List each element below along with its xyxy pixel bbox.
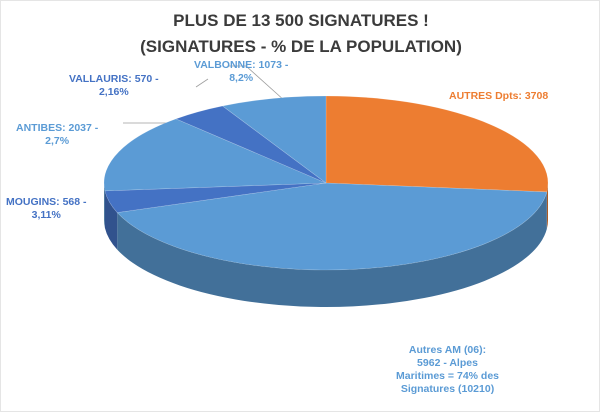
pie-side-autres-am: [117, 191, 547, 307]
slice-label-valbonne: VALBONNE: 1073 - 8,2%: [194, 59, 289, 84]
slice-label-vallauris: VALLAURIS: 570 - 2,16%: [69, 73, 159, 98]
pie-slice-valbonne: [221, 95, 327, 184]
pie-slice-antibes: [103, 118, 327, 192]
pie-slice-autres-am: [116, 182, 548, 271]
chart-title: PLUS DE 13 500 SIGNATURES !: [173, 11, 429, 30]
slice-label-mougins: MOUGINS: 568 - 3,11%: [6, 196, 87, 221]
pie-slice-mougins: [104, 182, 327, 213]
leader-line-valbonne: [229, 65, 286, 102]
slice-label-antibes: ANTIBES: 2037 - 2,7%: [16, 122, 99, 147]
pie-side-mougins: [104, 190, 118, 250]
chart-subtitle: (SIGNATURES - % DE LA POPULATION): [140, 37, 462, 56]
slice-label-autres-dpts: AUTRES Dpts: 3708: [449, 90, 549, 102]
leader-line-vallauris: [195, 78, 209, 88]
slice-label-autres-am: Autres AM (06): 5962 - Alpes Maritimes =…: [396, 344, 500, 395]
pie-side-antibes: [104, 183, 105, 228]
pie-slice-autres-dpts: [325, 95, 549, 193]
pie-slices: [103, 95, 549, 307]
pie-side-autres-dpts: [546, 183, 548, 229]
pie-slice-vallauris: [175, 105, 327, 184]
